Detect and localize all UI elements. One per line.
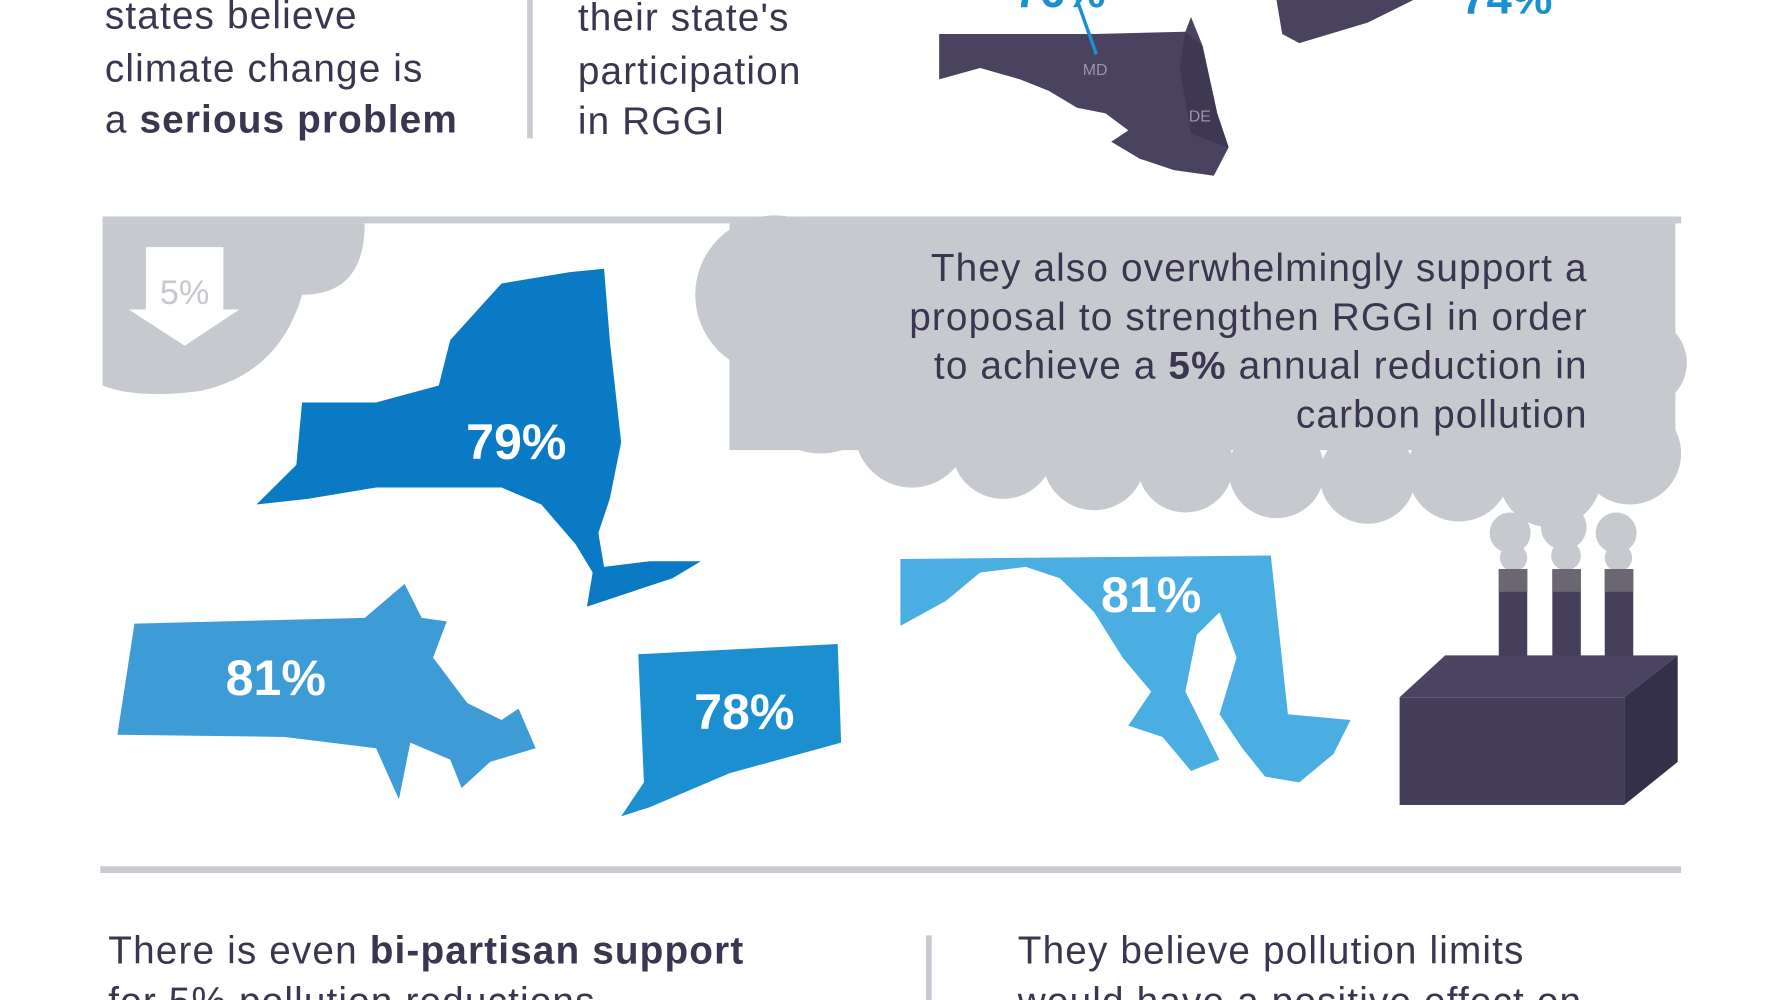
text-line: would have a positive effect on bbox=[1017, 981, 1582, 1000]
text-line: a serious problem bbox=[105, 99, 458, 142]
text-line: in RGGI bbox=[578, 100, 726, 143]
text-line: climate change is bbox=[105, 48, 424, 91]
text-line: participation bbox=[578, 50, 802, 93]
map-label: DE bbox=[1189, 108, 1211, 125]
bold-text: serious problem bbox=[139, 99, 458, 142]
percent: 81% bbox=[1101, 567, 1201, 623]
state-ny bbox=[256, 268, 701, 607]
ny-map bbox=[1276, 0, 1414, 44]
text: annual reduction in bbox=[1239, 345, 1588, 388]
md-de-map bbox=[939, 17, 1229, 176]
arrow bbox=[128, 247, 240, 346]
state-md bbox=[900, 555, 1351, 783]
bold-text: 5% bbox=[1168, 345, 1226, 388]
factory bbox=[1399, 569, 1678, 805]
pointer bbox=[1075, 0, 1099, 55]
text-line: their state's bbox=[578, 0, 790, 40]
text-line: states believe bbox=[105, 0, 358, 37]
percent: 76% bbox=[1014, 0, 1105, 17]
percent: 81% bbox=[226, 650, 326, 706]
de-map bbox=[1179, 31, 1229, 148]
text-line: carbon pollution bbox=[1296, 394, 1588, 437]
arrow-label: 5% bbox=[160, 274, 209, 312]
map-label: MD bbox=[1083, 62, 1108, 79]
text: There is even bbox=[108, 930, 358, 973]
state-ct bbox=[621, 643, 842, 817]
text-line: for 5% pollution reductions bbox=[108, 981, 595, 1000]
bold-text: bi-partisan support bbox=[370, 930, 745, 973]
text: to achieve a bbox=[934, 345, 1157, 388]
text-line: There is even bi-partisan support bbox=[108, 930, 744, 973]
percent: 79% bbox=[466, 414, 566, 470]
text: a bbox=[105, 99, 128, 142]
text-line: They believe pollution limits bbox=[1018, 930, 1525, 973]
cloud bbox=[102, 215, 1687, 572]
percent: 74% bbox=[1461, 0, 1552, 24]
text-line: proposal to strengthen RGGI in order bbox=[909, 296, 1587, 339]
state-ma bbox=[117, 583, 536, 800]
percent: 78% bbox=[694, 684, 794, 740]
text-line: to achieve a 5% annual reduction in bbox=[934, 345, 1588, 388]
text-line: They also overwhelmingly support a bbox=[931, 247, 1588, 290]
